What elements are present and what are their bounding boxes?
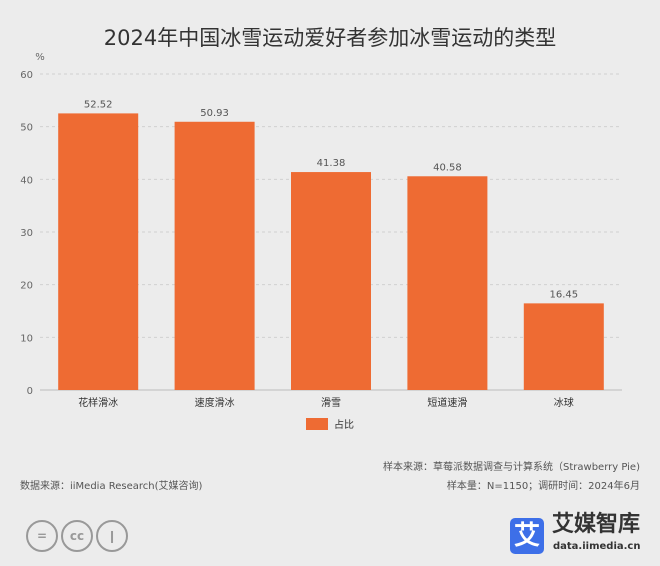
x-tick-label: 速度滑冰	[195, 396, 235, 409]
data-label: 16.45	[549, 289, 578, 300]
data-label: 52.52	[84, 99, 113, 110]
data-source: 数据来源：iiMedia Research(艾媒咨询)	[20, 481, 203, 492]
legend-label: 占比	[334, 418, 354, 431]
x-tick-label: 滑雪	[321, 397, 341, 409]
y-tick-label: 60	[20, 70, 33, 81]
data-label: 41.38	[317, 158, 346, 169]
data-label: 50.93	[200, 108, 229, 119]
y-axis-unit: %	[35, 52, 45, 63]
y-tick-label: 0	[27, 386, 33, 397]
attribution-icon: ❙	[96, 520, 128, 552]
data-label: 40.58	[433, 162, 462, 173]
y-tick-label: 10	[20, 333, 33, 344]
equals-license-icon: =	[26, 520, 58, 552]
sample-info: 样本量：N=1150；调研时间：2024年6月	[446, 481, 640, 492]
bar	[291, 172, 371, 390]
iimedia-logo-icon: 艾	[510, 518, 544, 554]
bar	[58, 113, 139, 391]
x-tick-label: 短道速滑	[427, 396, 467, 409]
y-tick-label: 40	[20, 175, 33, 186]
bar	[523, 303, 604, 390]
chart-title: 2024年中国冰雪运动爱好者参加冰雪运动的类型	[103, 26, 557, 50]
x-tick-label: 冰球	[554, 396, 574, 409]
bar	[174, 121, 255, 390]
bar-chart: % 0 10 20 30 40 50 60 52.52 花样滑冰 50.93 速度滑冰 41.38 滑雪 4…	[20, 52, 622, 431]
sample-source: 样本来源：草莓派数据调查与计算系统（Strawberry Pie)	[383, 462, 640, 473]
cc-license-icon: cc	[61, 520, 93, 552]
x-tick-label: 花样滑冰	[78, 396, 118, 409]
brand-url: data.iimedia.cn	[553, 541, 641, 552]
y-tick-label: 30	[20, 228, 33, 239]
y-tick-label: 20	[20, 281, 33, 292]
y-tick-label: 50	[20, 123, 33, 134]
bar	[407, 176, 488, 390]
legend-swatch	[306, 418, 328, 430]
brand-name: 艾媒智库	[552, 512, 641, 537]
